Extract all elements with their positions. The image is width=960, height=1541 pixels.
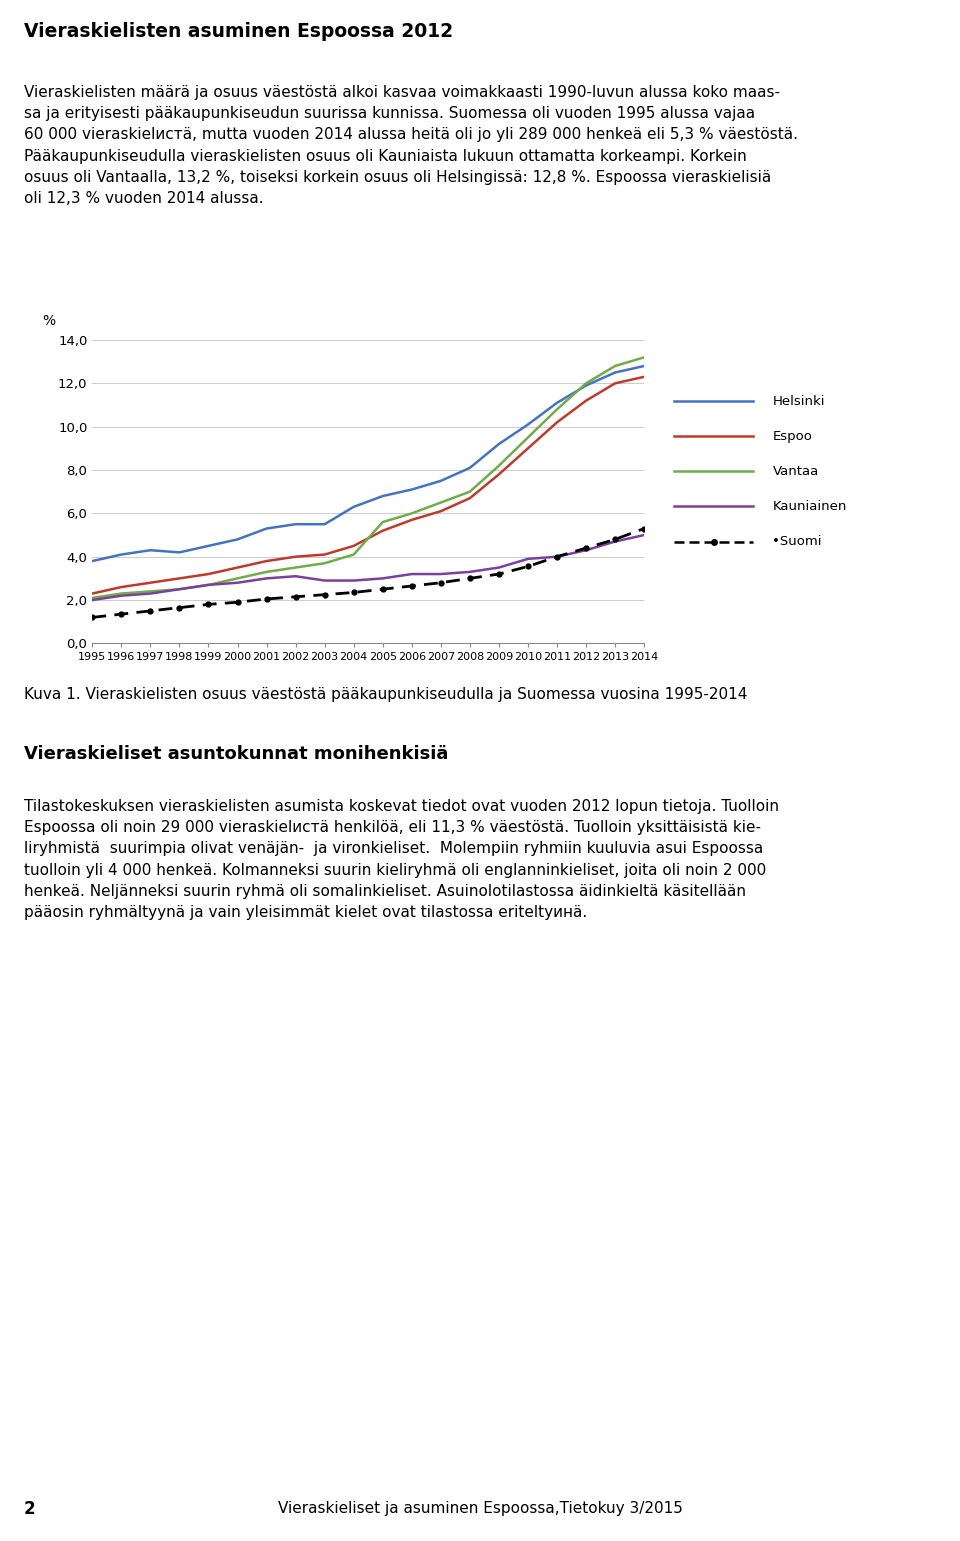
Text: Tilastokeskuksen vieraskielisten asumista koskevat tiedot ovat vuoden 2012 lopun: Tilastokeskuksen vieraskielisten asumist… [24,798,779,920]
Text: Kauniainen: Kauniainen [773,499,847,513]
Text: Vantaa: Vantaa [773,465,819,478]
Text: 2: 2 [24,1499,36,1518]
Text: Vieraskieliset ja asuminen Espoossa,Tietokuу 3/2015: Vieraskieliset ja asuminen Espoossa,Tiet… [277,1501,683,1516]
Text: Vieraskielisten asuminen Espoossa 2012: Vieraskielisten asuminen Espoossa 2012 [24,23,453,42]
Text: %: % [42,314,56,328]
Text: Espoo: Espoo [773,430,812,442]
Text: Vieraskielisten määrä ja osuus väestöstä alkoi kasvaa voimakkaasti 1990-luvun al: Vieraskielisten määrä ja osuus väestöstä… [24,85,798,206]
Text: Helsinki: Helsinki [773,394,825,407]
Text: Vieraskieliset asuntokunnat monihenkisiä: Vieraskieliset asuntokunnat monihenkisiä [24,744,448,763]
Text: Kuva 1. Vieraskielisten osuus väestöstä pääkaupunkiseudulla ja Suomessa vuosina : Kuva 1. Vieraskielisten osuus väestöstä … [24,687,748,703]
Text: •Suomi: •Suomi [773,535,822,549]
